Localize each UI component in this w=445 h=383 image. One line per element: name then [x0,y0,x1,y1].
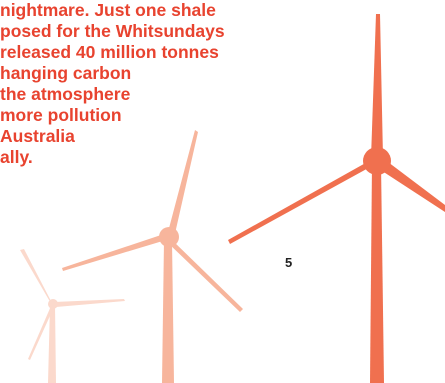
body-text-line: more pollution [0,105,122,125]
page-number: 5 [285,255,293,270]
body-text-line: the atmosphere [0,84,131,104]
body-text-line: Australia [0,126,75,146]
body-text: nightmare. Just one shale posed for the … [0,0,225,168]
body-text-line: nightmare. Just one shale [0,0,216,20]
body-text-line: hanging carbon [0,63,132,83]
body-text-line: ally. [0,147,33,167]
small-turbine [20,249,125,383]
body-text-line: posed for the Whitsundays [0,21,225,41]
large-turbine [228,14,445,383]
middle-turbine [62,130,243,383]
body-text-line: released 40 million tonnes [0,42,219,62]
